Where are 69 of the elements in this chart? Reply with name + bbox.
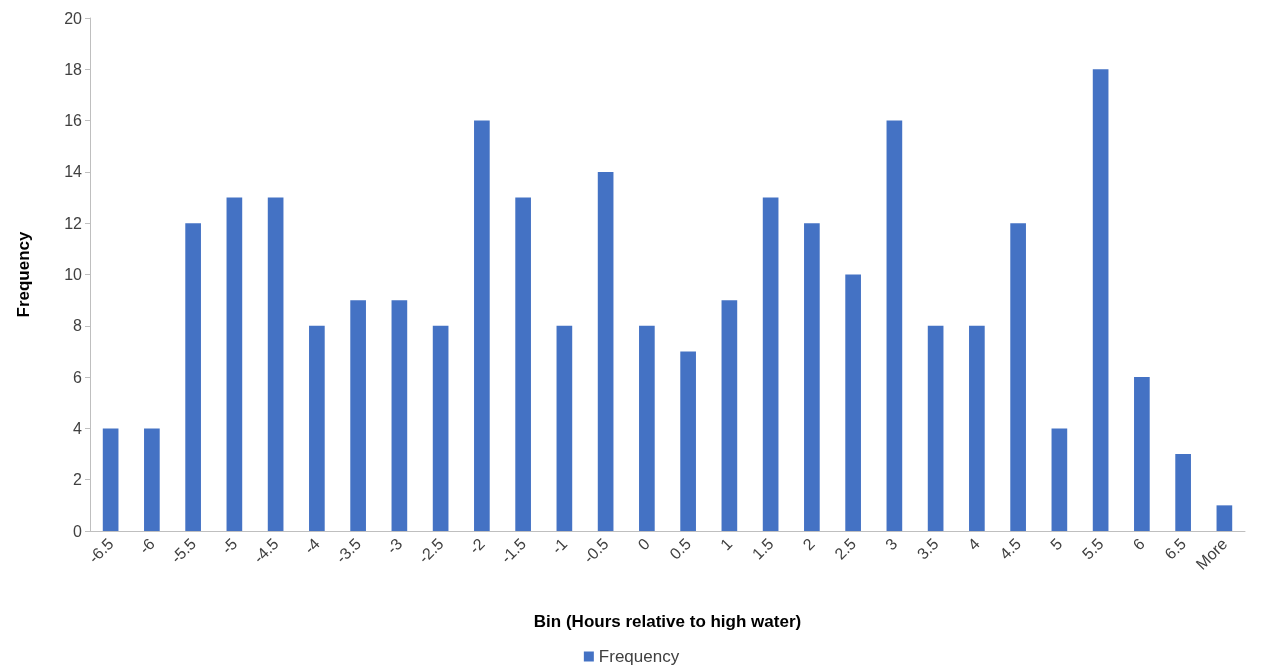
bar <box>309 325 325 531</box>
bar <box>721 300 738 531</box>
x-tick-label: -1.5 <box>497 534 530 567</box>
x-tick-label: 0.5 <box>666 534 695 563</box>
x-tick-label: 4.5 <box>996 534 1025 563</box>
bar <box>432 325 449 531</box>
bar <box>680 351 696 531</box>
bar <box>185 223 201 531</box>
bar <box>845 274 861 531</box>
x-tick-label: 1 <box>717 534 736 554</box>
x-tick-label: -4 <box>300 534 323 558</box>
y-axis-title: Frequency <box>14 230 33 318</box>
y-tick-label: 2 <box>73 471 83 489</box>
bar <box>1051 428 1068 531</box>
x-tick-label: 3.5 <box>913 534 942 563</box>
bar <box>474 120 490 531</box>
y-tick-label: 18 <box>64 60 83 78</box>
x-tick-label: 3 <box>882 534 901 554</box>
x-tick-label: 1.5 <box>748 534 777 563</box>
bar <box>267 197 284 531</box>
x-tick-label: -1 <box>548 534 571 558</box>
y-tick-label: 16 <box>64 112 83 130</box>
x-tick-label: -3 <box>383 534 406 558</box>
x-tick-label: 2.5 <box>831 534 860 563</box>
x-tick-label: 6 <box>1129 534 1148 554</box>
bar <box>102 428 119 531</box>
bar <box>886 120 903 531</box>
bar <box>804 223 820 531</box>
x-tick-label: -5 <box>218 534 241 558</box>
y-tick-label: 10 <box>64 266 83 283</box>
y-tick-label: 12 <box>64 214 83 232</box>
y-tick-label: 4 <box>73 419 83 437</box>
x-tick-label: -6 <box>135 534 158 558</box>
x-tick-label: 2 <box>799 534 818 554</box>
bar <box>1175 454 1191 531</box>
x-tick-label: -5.5 <box>167 534 200 567</box>
x-tick-label: 5 <box>1047 534 1066 554</box>
y-tick-label: 0 <box>73 522 83 540</box>
y-tick-label: 8 <box>73 317 83 335</box>
bar <box>762 197 779 531</box>
bar <box>515 197 531 531</box>
bar <box>556 325 573 531</box>
bar <box>350 300 366 531</box>
x-axis-title: Bin (Hours relative to high water) <box>533 612 802 631</box>
x-tick-label: -6.5 <box>85 534 117 567</box>
x-tick-label: 0 <box>634 534 653 554</box>
x-tick-label: 4 <box>964 534 983 554</box>
bar <box>1134 377 1150 531</box>
bar <box>144 428 160 531</box>
x-tick-label: -2.5 <box>415 534 447 567</box>
x-tick-label: -0.5 <box>580 534 612 567</box>
y-tick-label: 14 <box>64 163 83 181</box>
bar <box>1216 505 1233 531</box>
bar <box>226 197 243 531</box>
x-tick-label: -3.5 <box>332 534 365 567</box>
bar <box>597 171 614 531</box>
bar <box>927 325 944 531</box>
x-tick-label: -4.5 <box>250 534 282 567</box>
bar <box>1092 69 1109 531</box>
bar <box>391 300 408 531</box>
x-tick-label: 5.5 <box>1078 534 1107 563</box>
legend-label: Frequency <box>598 647 680 666</box>
bar <box>1010 223 1026 531</box>
y-tick-label: 6 <box>73 368 83 386</box>
y-tick-label: 20 <box>64 9 83 27</box>
bar <box>639 325 655 531</box>
bar <box>969 325 985 531</box>
x-tick-label: 6.5 <box>1161 534 1190 563</box>
x-tick-label: -2 <box>465 534 488 558</box>
